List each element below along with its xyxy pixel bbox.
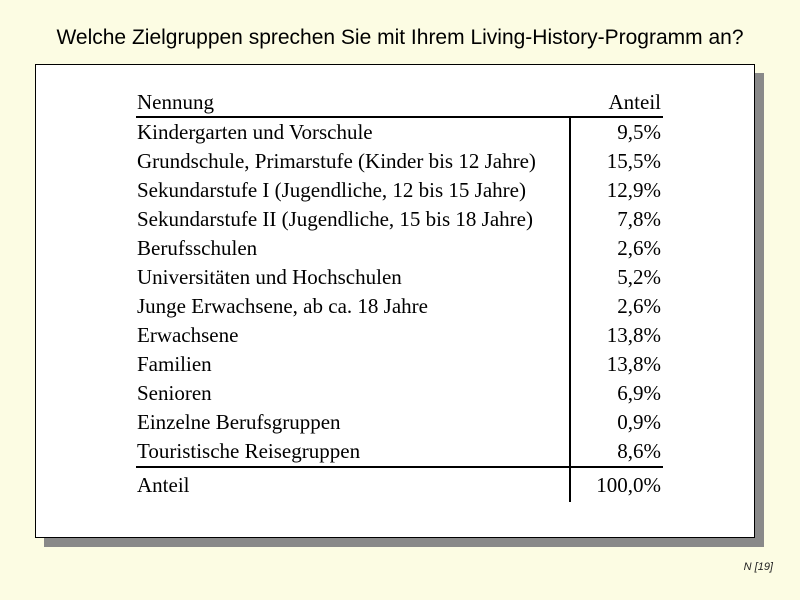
total-row: Anteil 100,0% xyxy=(136,466,663,502)
table-header-row: Nennung Anteil xyxy=(136,88,663,118)
column-header-anteil: Anteil xyxy=(570,88,663,118)
table-row: Erwachsene 13,8% xyxy=(136,321,663,350)
row-label: Kindergarten und Vorschule xyxy=(137,120,373,144)
row-value: 6,9% xyxy=(569,379,663,408)
row-label: Grundschule, Primarstufe (Kinder bis 12 … xyxy=(137,149,536,173)
row-label: Senioren xyxy=(137,381,212,405)
row-value: 5,2% xyxy=(569,263,663,292)
row-label: Berufsschulen xyxy=(137,236,258,260)
row-label: Junge Erwachsene, ab ca. 18 Jahre xyxy=(137,294,428,318)
row-label: Familien xyxy=(137,352,212,376)
targets-table: Nennung Anteil Kindergarten und Vorschul… xyxy=(136,88,663,502)
table-row: Senioren 6,9% xyxy=(136,379,663,408)
slide-title: Welche Zielgruppen sprechen Sie mit Ihre… xyxy=(56,26,744,49)
footnote-n: N [19] xyxy=(743,561,773,573)
table-row: Junge Erwachsene, ab ca. 18 Jahre 2,6% xyxy=(136,292,663,321)
row-value: 13,8% xyxy=(569,321,663,350)
total-label: Anteil xyxy=(136,466,570,502)
row-label: Einzelne Berufsgruppen xyxy=(137,410,341,434)
row-value: 0,9% xyxy=(569,408,663,437)
table-row: Kindergarten und Vorschule 9,5% xyxy=(136,117,663,147)
row-value: 13,8% xyxy=(569,350,663,379)
column-header-nennung: Nennung xyxy=(136,88,570,118)
row-value: 2,6% xyxy=(569,292,663,321)
row-value: 2,6% xyxy=(569,234,663,263)
row-label: Sekundarstufe I (Jugendliche, 12 bis 15 … xyxy=(137,178,526,202)
table-row: Familien 13,8% xyxy=(136,350,663,379)
row-label: Erwachsene xyxy=(137,323,239,347)
row-label: Universitäten und Hochschulen xyxy=(137,265,402,289)
table-row: Sekundarstufe II (Jugendliche, 15 bis 18… xyxy=(136,205,663,234)
table-row: Universitäten und Hochschulen 5,2% xyxy=(136,263,663,292)
table-row: Einzelne Berufsgruppen 0,9% xyxy=(136,408,663,437)
content-box: Nennung Anteil Kindergarten und Vorschul… xyxy=(35,64,755,538)
row-value: 9,5% xyxy=(569,117,663,147)
row-label: Sekundarstufe II (Jugendliche, 15 bis 18… xyxy=(137,207,533,231)
table-row: Berufsschulen 2,6% xyxy=(136,234,663,263)
table-row: Sekundarstufe I (Jugendliche, 12 bis 15 … xyxy=(136,176,663,205)
table-row: Grundschule, Primarstufe (Kinder bis 12 … xyxy=(136,147,663,176)
table-row: Touristische Reisegruppen 8,6% xyxy=(136,437,663,467)
row-value: 8,6% xyxy=(569,437,663,467)
row-value: 7,8% xyxy=(569,205,663,234)
row-label: Touristische Reisegruppen xyxy=(137,439,361,463)
row-value: 15,5% xyxy=(569,147,663,176)
total-value: 100,0% xyxy=(569,466,663,502)
row-value: 12,9% xyxy=(569,176,663,205)
